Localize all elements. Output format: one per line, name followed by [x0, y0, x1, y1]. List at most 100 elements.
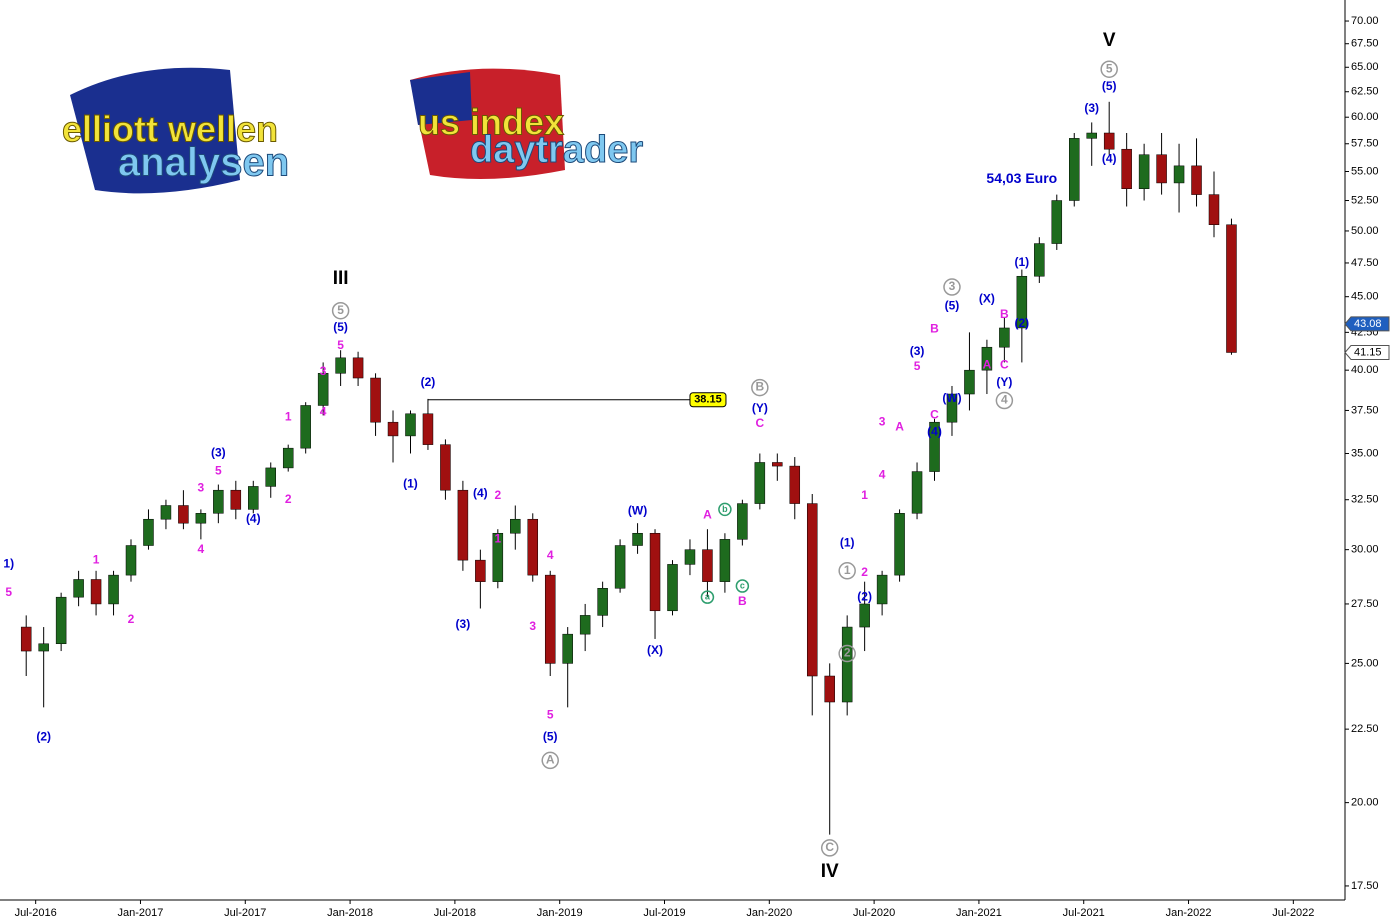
candle-body [527, 518, 539, 576]
candle-body [422, 413, 434, 445]
candle-body [492, 532, 504, 582]
candle-body [1103, 132, 1115, 150]
candle-body [1208, 194, 1220, 225]
x-tick-label: Jan-2021 [956, 907, 1002, 919]
candle-body [90, 579, 102, 605]
y-tick-label: 27.50 [1351, 598, 1379, 610]
candle-body [1016, 275, 1028, 329]
wave-label: (2) [857, 589, 872, 603]
wave-label: (Y) [752, 401, 768, 415]
candle-body [335, 357, 346, 374]
wave-label: (4) [1102, 151, 1117, 165]
candle-body [352, 357, 364, 379]
y-tick-label: 47.50 [1351, 257, 1379, 269]
wave-label: b [722, 504, 728, 514]
y-tick-label: 65.00 [1351, 61, 1379, 73]
y-tick-label: 70.00 [1351, 15, 1379, 27]
price-marker [1344, 344, 1390, 360]
candle-body [754, 462, 766, 504]
wave-label: 3 [879, 414, 886, 428]
wave-label: B [1000, 307, 1009, 321]
wave-label: (3) [1084, 101, 1099, 115]
logo-text: daytrader [470, 129, 643, 171]
wave-circle [838, 562, 856, 580]
wave-label: B [930, 322, 939, 336]
wave-circle [718, 502, 732, 517]
wave-circle [541, 751, 559, 770]
candle-body [772, 462, 783, 467]
wave-label: 2 [494, 488, 501, 502]
candle-body [387, 421, 399, 437]
candle-body [143, 518, 154, 546]
wave-label: 4 [320, 404, 327, 418]
candle-body [964, 369, 975, 395]
candle-body [841, 626, 853, 703]
wave-label: (5) [543, 730, 558, 744]
us-flag-union [410, 72, 472, 125]
candle-body [667, 564, 678, 612]
candle-body [1069, 138, 1080, 201]
wave-label: 3 [529, 619, 536, 633]
candle-body [876, 574, 888, 605]
candle-body [440, 444, 451, 491]
wave-label: III [333, 268, 349, 289]
y-tick-label: 20.00 [1351, 797, 1379, 809]
wave-label: (1) [840, 536, 855, 550]
y-tick-label: 55.00 [1351, 165, 1379, 177]
candle-body [562, 633, 573, 664]
x-tick-label: Jul-2021 [1063, 907, 1105, 919]
x-tick-label: Jul-2017 [224, 907, 266, 919]
wave-label: 1 [494, 532, 501, 546]
wave-label: (2) [36, 730, 51, 744]
wave-label: 3 [198, 480, 205, 494]
wave-label: IV [821, 861, 839, 882]
wave-label: A [895, 419, 904, 433]
y-tick-label: 22.50 [1351, 723, 1379, 735]
wave-label: 1 [844, 563, 851, 577]
wave-label: B [738, 594, 747, 608]
y-tick-label: 57.50 [1351, 138, 1379, 150]
wave-label: (Y) [996, 375, 1012, 389]
wave-circle [838, 644, 856, 663]
x-tick-label: Jul-2019 [643, 907, 685, 919]
candle-body [719, 539, 731, 582]
wave-label: (4) [927, 425, 942, 439]
logo-text: elliott wellen [62, 109, 278, 150]
candle-body [859, 603, 870, 628]
y-tick-label: 30.00 [1351, 544, 1379, 556]
candle-body [1226, 224, 1237, 353]
wave-label: (W) [628, 504, 647, 518]
wave-label: (2) [1015, 316, 1030, 330]
wave-circle [735, 579, 750, 593]
x-tick-label: Jul-2020 [853, 907, 895, 919]
wave-label: 1 [861, 488, 868, 502]
y-tick-label: 52.50 [1351, 194, 1379, 206]
wave-label: A [983, 358, 992, 372]
eu-flag [70, 67, 240, 194]
candle-body [108, 574, 119, 605]
wave-label: (5) [945, 299, 960, 313]
wave-label: C [1000, 358, 1009, 372]
x-tick-label: Jul-2016 [15, 907, 57, 919]
wave-label: 1 [93, 552, 100, 566]
candle-body [702, 549, 713, 582]
wave-label: 5 [337, 303, 344, 317]
candle-body [911, 471, 923, 514]
candle-body [370, 377, 381, 423]
wave-label: (W) [942, 391, 961, 405]
y-tick-label: 50.00 [1351, 225, 1379, 237]
wave-circle [700, 590, 715, 604]
wave-label: 5 [547, 708, 554, 722]
candle-body [789, 465, 801, 504]
wave-label: 4 [198, 542, 205, 556]
level-label: 38.15 [694, 394, 722, 406]
candle-body [684, 549, 696, 565]
candle-body [405, 413, 416, 437]
x-tick-label: Jul-2022 [1272, 907, 1314, 919]
wave-label: C [756, 416, 765, 430]
candle-body [457, 489, 469, 561]
candle-body [806, 503, 818, 677]
logo-text: analysen [118, 141, 289, 185]
wave-label: C [930, 408, 939, 422]
